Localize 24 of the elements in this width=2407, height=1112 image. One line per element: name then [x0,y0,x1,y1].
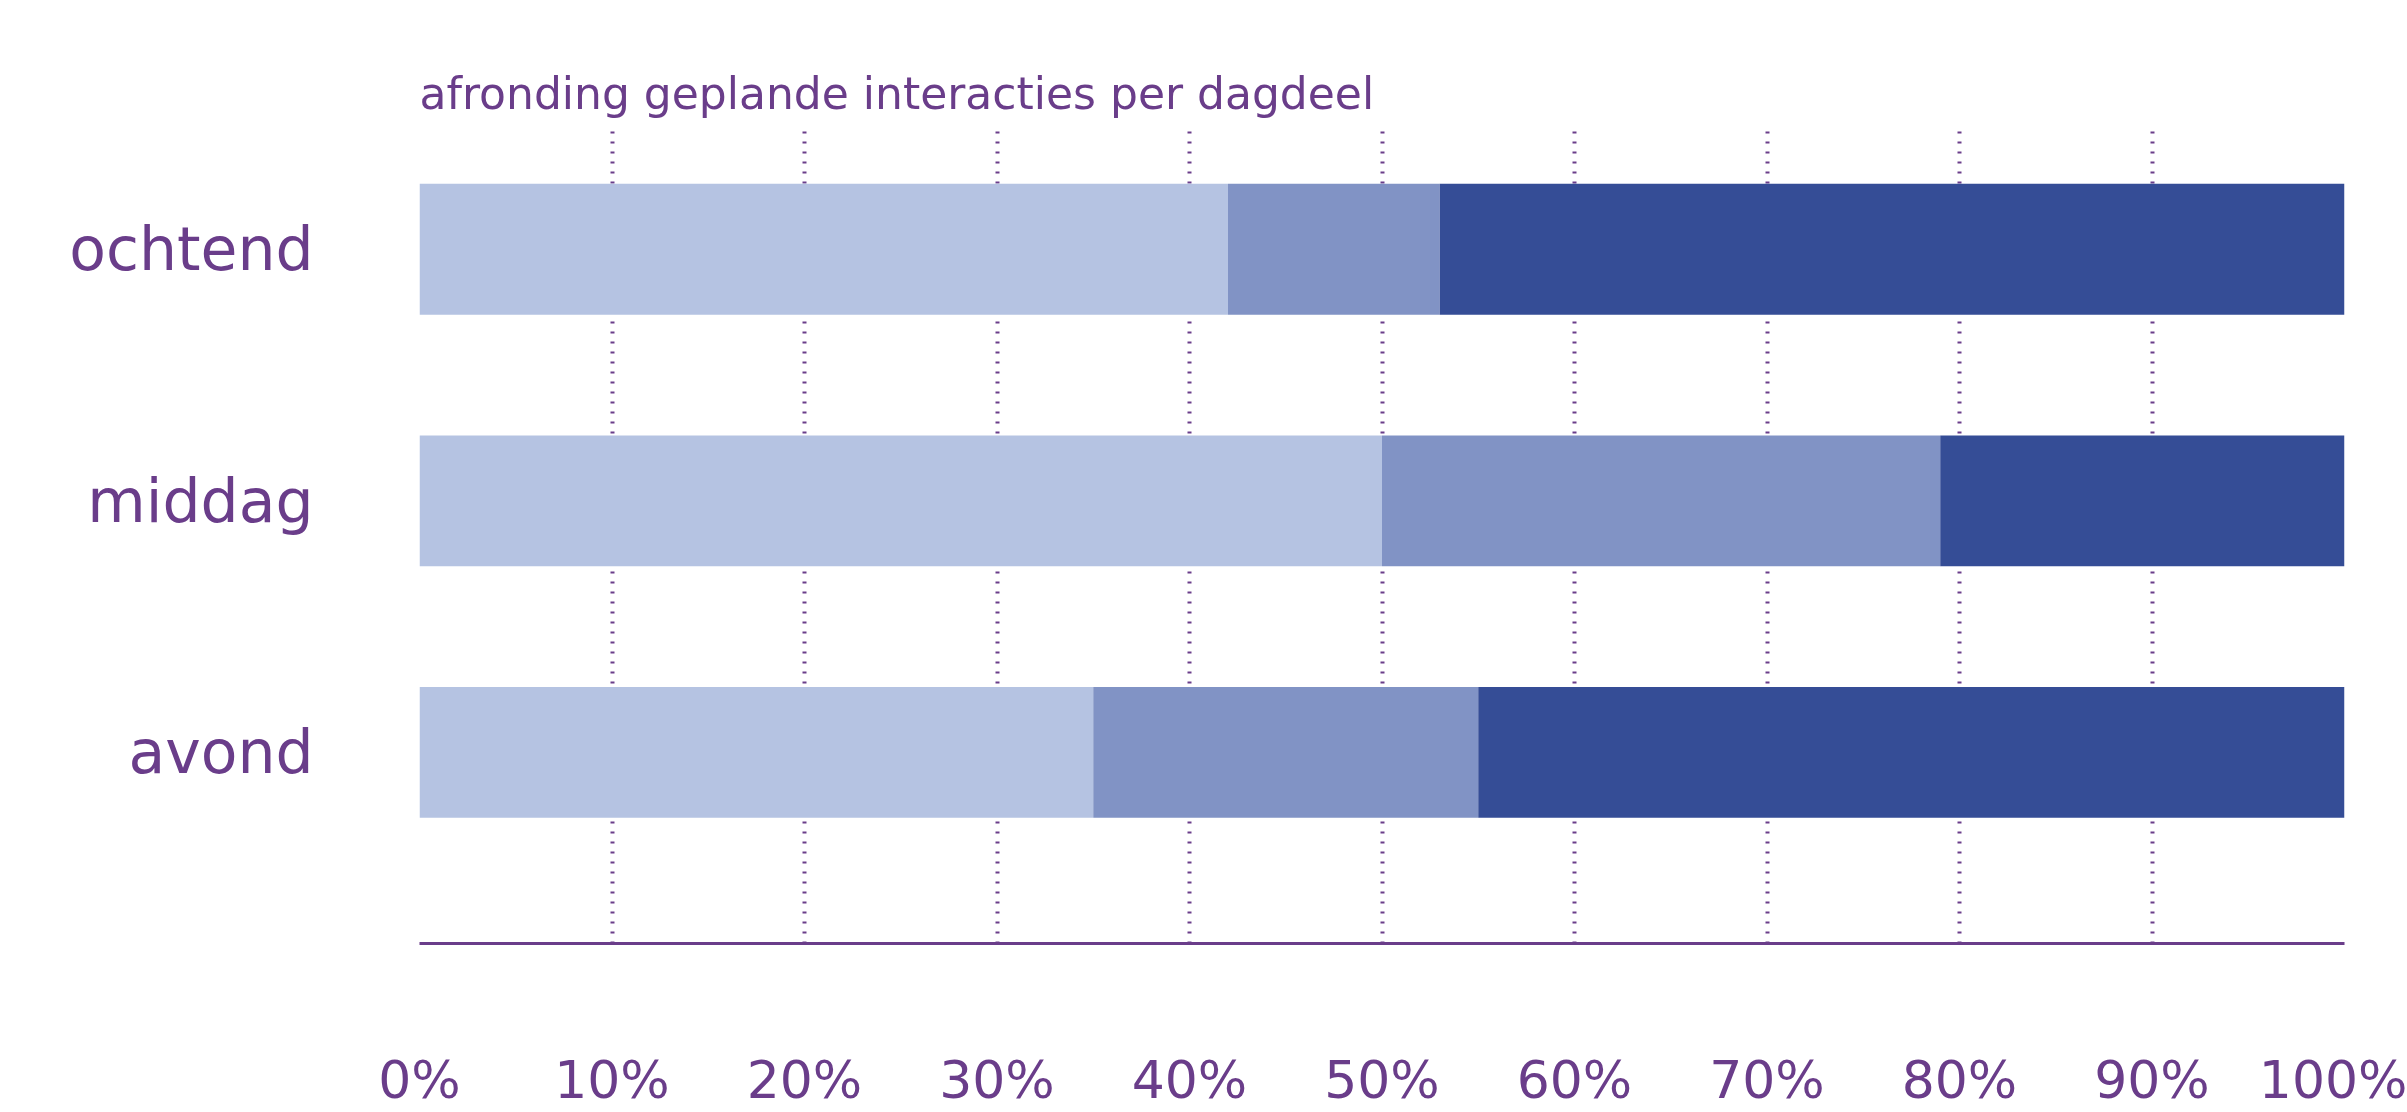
bar [1382,435,1941,567]
x-tick-label: 60% [1516,1049,1633,1110]
x-tick-label: 80% [1901,1049,2018,1110]
bar [419,435,1382,567]
bar [1478,686,2345,818]
bar [1940,435,2345,567]
y-tick-label: middag [87,465,314,536]
x-tick-label: 10% [554,1049,670,1110]
x-tick-label: 20% [746,1049,863,1110]
x-tick-label: 90% [2094,1049,2210,1110]
bar [1228,183,1440,315]
x-tick-label: 30% [939,1049,1055,1110]
y-tick-label: ochtend [69,214,314,285]
x-tick-label: 40% [1131,1049,1248,1110]
bar [1439,183,2345,315]
bar [419,183,1228,315]
bar [419,686,1094,818]
chart-title: afronding geplande interacties per dagdeel [419,67,1375,119]
bar [1093,686,1479,818]
x-tick-label: 70% [1709,1049,1825,1110]
x-tick-label: 0% [378,1049,461,1110]
x-tick-label: 50% [1324,1049,1440,1110]
y-tick-label: avond [128,717,314,788]
x-tick-label: 100% [2258,1049,2407,1110]
